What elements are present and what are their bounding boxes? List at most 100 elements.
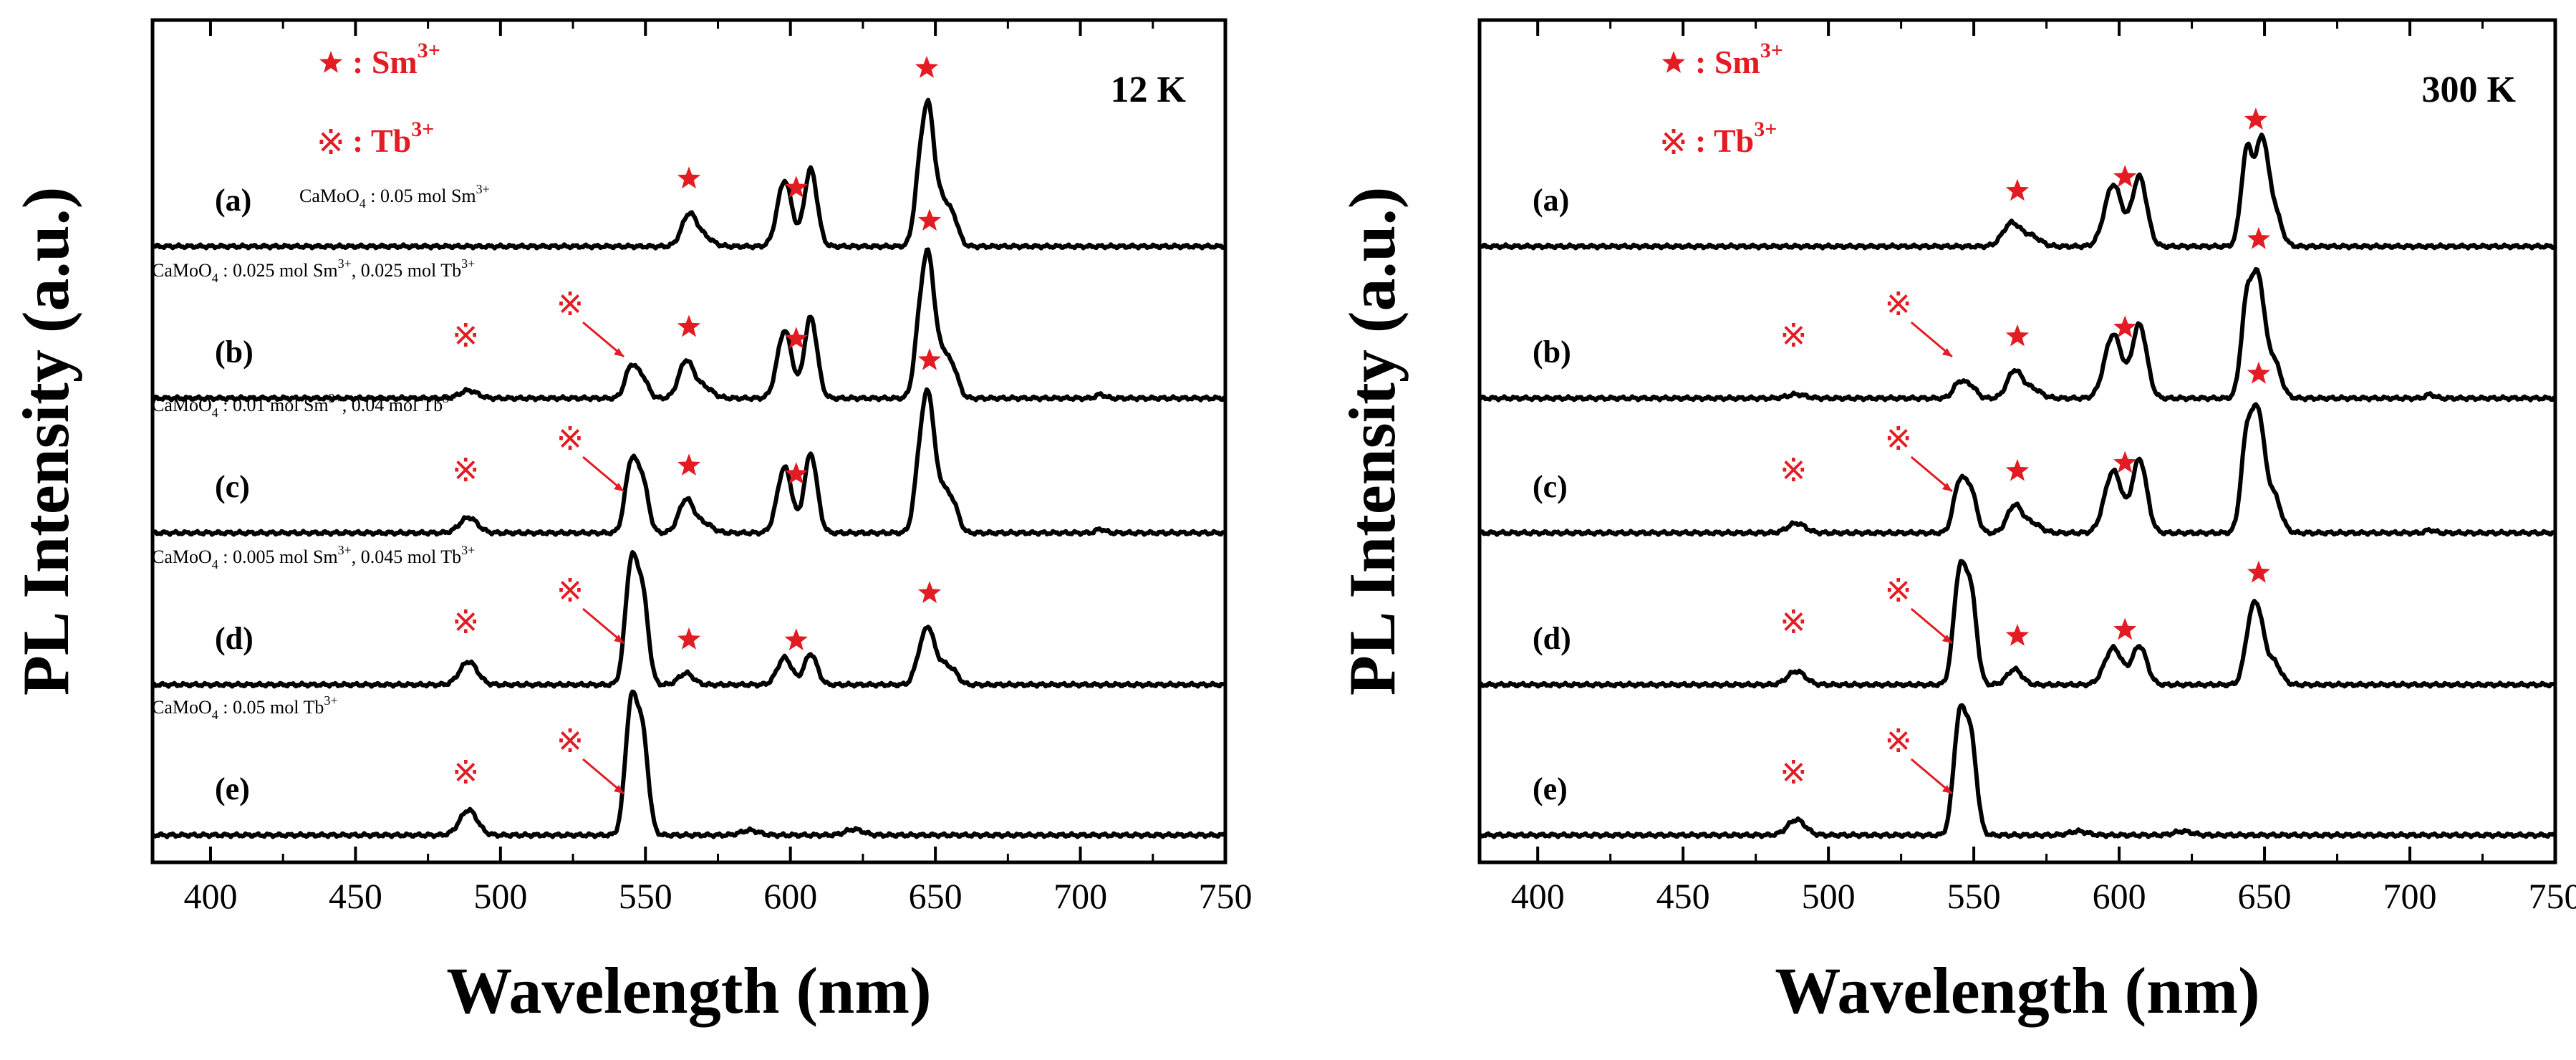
x-tick-label: 450	[1656, 876, 1710, 916]
legend-star-marker	[1661, 51, 1686, 73]
sm-peak-marker	[784, 462, 808, 484]
sm-peak-marker	[2113, 450, 2137, 473]
series-label: (b)	[215, 334, 254, 370]
series-line	[152, 550, 1227, 689]
tb-peak-marker: ※	[1885, 572, 1913, 609]
tb-arrow-head	[614, 785, 624, 794]
composition-superscript: 3+	[443, 391, 456, 405]
legend-text: : Sm	[352, 44, 418, 80]
series-label: (a)	[215, 183, 251, 218]
composition-superscript: 3+	[338, 543, 352, 557]
sm-peak-marker	[2005, 178, 2030, 201]
legend-label: : Tb3+	[352, 117, 434, 159]
sm-peak-marker	[2005, 324, 2030, 347]
x-tick-label: 600	[2093, 876, 2146, 916]
composition-text: , 0.04 mol Tb	[342, 395, 443, 415]
legend-label: : Sm3+	[352, 39, 440, 80]
tb-peak-marker: ※	[1780, 317, 1808, 354]
composition-text: CaMoO	[299, 186, 360, 206]
composition-superscript: 3+	[461, 256, 475, 271]
plot-frame	[150, 18, 1227, 864]
composition-text: CaMoO	[152, 395, 212, 415]
series-a: (a)	[1478, 107, 2557, 251]
sm-peak-marker	[784, 628, 808, 650]
composition-text: CaMoO	[152, 546, 212, 567]
legend-superscript: 3+	[418, 39, 440, 62]
composition-label: CaMoO4 : 0.005 mol Sm3+, 0.045 mol Tb3+	[152, 543, 475, 572]
composition-label: CaMoO4 : 0.01 mol Sm3+, 0.04 mol Tb3+	[152, 391, 456, 420]
composition-text: CaMoO	[152, 260, 212, 281]
sm-peak-marker	[784, 175, 808, 198]
x-tick-label: 650	[2238, 876, 2292, 916]
sm-peak-marker	[677, 166, 701, 189]
composition-text: : 0.005 mol Sm	[218, 546, 338, 567]
legend-text: : Tb	[352, 122, 411, 159]
series-d: (d) ※ ※	[1479, 559, 2557, 689]
temperature-label: 12 K	[1111, 69, 1187, 110]
composition-subscript: 4	[212, 708, 218, 722]
tb-peak-marker: ※	[556, 723, 584, 759]
tb-arrow-head	[1941, 348, 1952, 357]
sm-peak-marker	[677, 453, 701, 476]
series-label: (e)	[1533, 771, 1568, 806]
tb-arrow-head	[614, 483, 624, 491]
composition-text: , 0.045 mol Tb	[352, 546, 461, 567]
composition-superscript: 3+	[476, 182, 490, 196]
x-axis-label: Wavelength (nm)	[446, 954, 931, 1027]
composition-superscript: 3+	[329, 391, 342, 405]
series-line	[151, 97, 1227, 251]
sm-peak-marker	[2005, 458, 2030, 481]
tb-arrow-head	[614, 348, 624, 357]
legend-text: : Sm	[1695, 44, 1760, 80]
sm-peak-marker	[2244, 107, 2267, 130]
legend-superscript: 3+	[1754, 117, 1777, 141]
legend-tb-marker: ※	[1659, 124, 1688, 162]
sm-peak-marker	[677, 627, 701, 650]
composition-superscript: 3+	[324, 693, 337, 708]
composition-label: CaMoO4 : 0.05 mol Sm3+	[299, 182, 490, 211]
series-a: (a) CaMoO4 : 0.05 mol Sm3+	[151, 56, 1227, 251]
series-b: (b)CaMoO4 : 0.025 mol Sm3+, 0.025 mol Tb…	[152, 208, 1226, 403]
composition-text: : 0.025 mol Sm	[218, 260, 338, 281]
composition-label: CaMoO4 : 0.05 mol Tb3+	[152, 693, 338, 722]
tb-arrow-head	[1941, 635, 1952, 643]
series-line	[152, 247, 1226, 403]
temperature-label: 300 K	[2422, 69, 2517, 110]
tb-peak-marker: ※	[1780, 604, 1808, 640]
sm-peak-marker	[2113, 315, 2137, 338]
sm-peak-marker	[784, 327, 808, 349]
x-tick-label: 700	[2383, 876, 2437, 916]
tb-arrow-head	[614, 635, 624, 643]
composition-subscript: 4	[212, 557, 218, 572]
legend-star-marker	[319, 51, 343, 73]
panel-300k: 400 450 500 550 600 650 700 750 PL Intensity (a.…	[1336, 18, 2576, 1027]
tb-peak-marker: ※	[452, 754, 480, 791]
series-e: (e) ※ ※	[1477, 703, 2557, 839]
x-tick-label: 550	[619, 876, 672, 916]
sm-peak-marker	[2247, 361, 2271, 384]
legend-superscript: 3+	[411, 117, 434, 141]
x-axis-label: Wavelength (nm)	[1775, 954, 2259, 1027]
x-tick-label: 600	[763, 876, 817, 916]
series-line	[1478, 402, 2556, 537]
sm-peak-marker	[915, 56, 939, 78]
sm-peak-marker	[677, 314, 701, 337]
series-label: (a)	[1533, 183, 1569, 218]
series-line	[1477, 703, 2557, 839]
tb-peak-marker: ※	[452, 317, 480, 354]
tb-peak-marker: ※	[1885, 286, 1913, 322]
series-c: (c) ※ ※	[1478, 361, 2556, 537]
composition-subscript: 4	[212, 271, 218, 285]
tb-peak-marker: ※	[1780, 452, 1808, 488]
series-line	[1478, 132, 2557, 251]
x-tick-label: 750	[1199, 876, 1253, 916]
tb-peak-marker: ※	[1885, 723, 1913, 759]
tb-peak-marker: ※	[556, 420, 584, 457]
plot-frame	[1477, 18, 2557, 864]
composition-text: : 0.05 mol Sm	[366, 186, 476, 206]
series-label: (d)	[215, 621, 254, 656]
sm-peak-marker	[2113, 165, 2137, 188]
x-tick-label: 450	[329, 876, 382, 916]
series-line	[1479, 266, 2556, 403]
